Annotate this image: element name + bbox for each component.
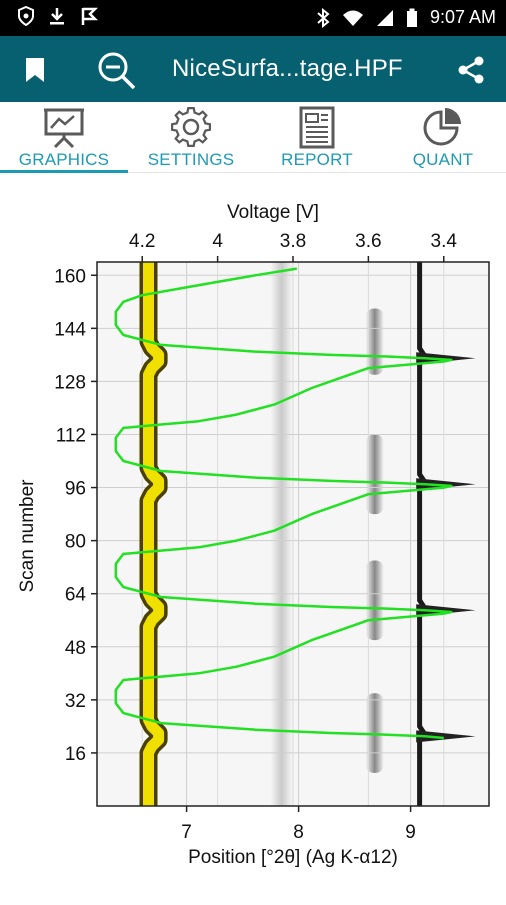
- wifi-icon: [342, 10, 363, 26]
- pie-chart-icon: [423, 108, 461, 146]
- zoom-out-icon: [98, 52, 136, 90]
- battery-icon: [406, 8, 417, 27]
- x-axis-ticks: 7 8 9: [181, 806, 416, 843]
- bluetooth-icon: [317, 7, 330, 28]
- tab-quant[interactable]: QUANT: [380, 102, 506, 172]
- x-axis-label: Position [°2θ] (Ag K-α12): [188, 847, 398, 868]
- bookmark-icon: [26, 58, 44, 82]
- y-axis-label: Scan number: [17, 479, 38, 593]
- flag-icon: [81, 7, 98, 25]
- top-tick-label: 3.6: [355, 231, 381, 252]
- tab-graphics-label: GRAPHICS: [18, 150, 110, 169]
- top-tick-label: 3.8: [280, 231, 306, 252]
- notification-icons: [18, 6, 98, 26]
- top-tick-label: 3.4: [431, 231, 458, 252]
- diffraction-bands: [139, 259, 476, 809]
- top-axis-label: Voltage [V]: [227, 202, 319, 223]
- voltage-series: [114, 267, 453, 740]
- y-tick-label: 16: [65, 744, 86, 765]
- share-button[interactable]: [451, 50, 491, 90]
- y-tick-label: 144: [54, 319, 86, 340]
- x-tick-label: 9: [405, 822, 416, 843]
- voltage-line-0: [114, 267, 453, 740]
- document-title: NiceSurfa...tage.HPF: [172, 55, 403, 82]
- tab-bar: GRAPHICS SETTINGS REPORT QUANT: [0, 102, 506, 173]
- top-tick-label: 4.2: [129, 231, 155, 252]
- download-icon: [50, 8, 64, 25]
- y-tick-label: 112: [56, 425, 86, 446]
- diffraction-peak: [416, 478, 476, 491]
- diffraction-band: [143, 262, 165, 806]
- y-tick-label: 128: [54, 372, 86, 393]
- y-tick-label: 96: [65, 479, 86, 500]
- y-axis-ticks: 16 32 48 64 80 96 112 128 144 160: [54, 266, 97, 765]
- signal-icon: [376, 9, 393, 26]
- zoom-out-button[interactable]: [96, 50, 136, 90]
- report-icon: [299, 106, 335, 149]
- y-tick-label: 32: [65, 691, 86, 712]
- diffraction-peak: [416, 730, 476, 743]
- diffraction-spot: [365, 308, 384, 375]
- tab-report[interactable]: REPORT: [254, 102, 380, 172]
- x-tick-label: 7: [181, 822, 192, 843]
- clock: 9:07 AM: [429, 7, 496, 27]
- gear-icon: [170, 106, 212, 148]
- system-icons: 9:07 AM: [316, 7, 496, 28]
- x-tick-label: 8: [293, 822, 304, 843]
- app-bar: NiceSurfa...tage.HPF: [0, 36, 506, 102]
- bookmark-button[interactable]: [15, 50, 55, 90]
- tab-quant-label: QUANT: [412, 150, 474, 169]
- diffraction-streak: [270, 262, 293, 806]
- tab-report-label: REPORT: [281, 150, 353, 169]
- chart-area: 16 32 48 64 80 96 112 128 144 160 7 8 9 4.2 4 3.8 3.6 3…: [0, 172, 506, 900]
- shield-icon: [18, 6, 34, 26]
- y-tick-label: 80: [65, 532, 86, 553]
- diffraction-peak: [416, 352, 476, 365]
- diffraction-band-dark: [417, 262, 427, 806]
- top-tick-label: 4: [212, 231, 223, 252]
- top-axis-ticks: 4.2 4 3.8 3.6 3.4: [129, 231, 457, 262]
- y-tick-label: 48: [65, 638, 86, 659]
- y-tick-label: 160: [54, 266, 86, 287]
- diffraction-peak: [416, 604, 476, 617]
- selected-tab-indicator: [0, 170, 128, 173]
- share-icon: [458, 56, 484, 84]
- tab-settings[interactable]: SETTINGS: [128, 102, 254, 172]
- insitu-heatmap-chart[interactable]: 16 32 48 64 80 96 112 128 144 160 7 8 9 4.2 4 3.8 3.6 3…: [0, 172, 506, 900]
- status-bar: 9:07 AM: [0, 0, 506, 36]
- tab-graphics[interactable]: GRAPHICS: [0, 102, 128, 172]
- tab-settings-label: SETTINGS: [147, 150, 235, 169]
- plot-area: [96, 259, 490, 809]
- y-tick-label: 64: [65, 585, 87, 606]
- presentation-chart-icon: [44, 108, 84, 149]
